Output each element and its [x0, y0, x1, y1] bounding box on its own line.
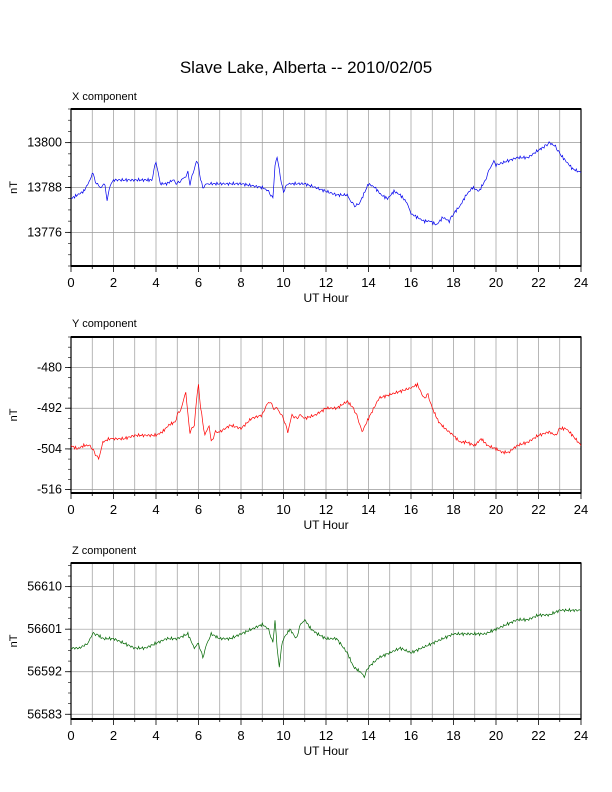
x-tick-label: 14 [361, 728, 375, 743]
x-tick-label: 16 [404, 275, 418, 290]
y-tick-label: -516 [37, 483, 62, 497]
x-tick-label: 6 [195, 502, 202, 517]
x-tick-label: 4 [152, 275, 159, 290]
page-title: Slave Lake, Alberta -- 2010/02/05 [179, 58, 433, 77]
x-tick-label: 10 [276, 502, 290, 517]
y-tick-label: -504 [37, 442, 62, 456]
x-tick-label: 10 [276, 728, 290, 743]
y-axis-label: nT [8, 181, 20, 194]
y-axis-label: nT [8, 408, 20, 421]
x-tick-label: 20 [489, 502, 503, 517]
y-tick-label: -492 [37, 401, 62, 415]
x-tick-label: 16 [404, 728, 418, 743]
series-line-z [70, 607, 582, 679]
x-tick-label: 24 [574, 502, 588, 517]
series-line-x [71, 141, 582, 226]
y-tick-label: 56583 [27, 707, 62, 721]
x-tick-label: 14 [361, 502, 375, 517]
x-tick-label: 12 [319, 728, 333, 743]
panel-label-z: Z component [72, 545, 137, 557]
series-line-y [70, 381, 582, 461]
x-tick-label: 0 [67, 502, 74, 517]
x-tick-label: 14 [361, 275, 375, 290]
x-tick-label: 24 [574, 728, 588, 743]
x-tick-label: 2 [110, 275, 117, 290]
x-tick-label: 22 [531, 728, 545, 743]
x-tick-label: 8 [237, 502, 244, 517]
x-tick-label: 18 [446, 728, 460, 743]
x-tick-label: 2 [110, 502, 117, 517]
x-tick-label: 0 [67, 728, 74, 743]
x-tick-label: 16 [404, 502, 418, 517]
y-tick-label: 56592 [27, 665, 62, 679]
x-tick-label: 20 [489, 275, 503, 290]
y-tick-label: 13800 [27, 136, 62, 150]
x-tick-label: 8 [237, 275, 244, 290]
x-tick-label: 18 [446, 275, 460, 290]
x-tick-label: 12 [319, 275, 333, 290]
x-axis-label: UT Hour [303, 518, 348, 532]
x-tick-label: 12 [319, 502, 333, 517]
x-tick-label: 4 [152, 502, 159, 517]
y-tick-label: 56610 [27, 580, 62, 594]
x-tick-label: 8 [237, 728, 244, 743]
x-tick-label: 6 [195, 728, 202, 743]
panel-label-x: X component [72, 91, 137, 103]
x-tick-label: 4 [152, 728, 159, 743]
x-tick-label: 22 [531, 502, 545, 517]
x-axis-label: UT Hour [303, 744, 348, 758]
y-tick-label: -480 [37, 361, 62, 375]
y-axis-label: nT [8, 634, 20, 647]
x-tick-label: 2 [110, 728, 117, 743]
x-axis-label: UT Hour [303, 291, 348, 305]
y-tick-label: 13776 [27, 225, 62, 239]
x-tick-label: 24 [574, 275, 588, 290]
x-tick-label: 0 [67, 275, 74, 290]
y-tick-label: 56601 [27, 622, 62, 636]
x-tick-label: 18 [446, 502, 460, 517]
y-tick-label: 13788 [27, 181, 62, 195]
x-tick-label: 22 [531, 275, 545, 290]
x-tick-label: 10 [276, 275, 290, 290]
x-tick-label: 6 [195, 275, 202, 290]
panel-label-y: Y component [72, 318, 137, 330]
x-tick-label: 20 [489, 728, 503, 743]
